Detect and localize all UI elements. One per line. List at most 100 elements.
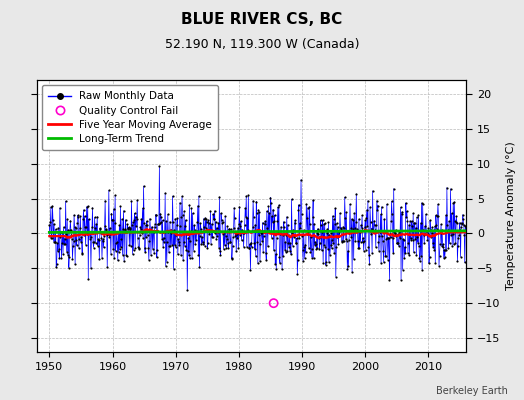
Point xyxy=(432,212,440,219)
Point xyxy=(178,212,187,219)
Point xyxy=(407,237,415,243)
Point xyxy=(122,217,130,223)
Point xyxy=(351,238,359,244)
Point xyxy=(154,221,162,228)
Point xyxy=(235,204,244,210)
Point xyxy=(254,207,263,213)
Point xyxy=(303,230,312,237)
Point xyxy=(246,241,254,247)
Point xyxy=(293,270,301,277)
Point xyxy=(166,218,174,225)
Point xyxy=(147,252,155,258)
Point xyxy=(388,210,396,217)
Point xyxy=(199,239,207,245)
Point xyxy=(420,240,429,246)
Point xyxy=(250,240,258,247)
Point xyxy=(290,220,299,226)
Point xyxy=(170,227,178,233)
Point xyxy=(123,253,131,260)
Point xyxy=(383,201,391,208)
Point xyxy=(62,230,70,237)
Point xyxy=(316,240,324,247)
Point xyxy=(135,246,143,252)
Point xyxy=(397,276,405,283)
Point xyxy=(238,226,246,233)
Point xyxy=(395,228,403,235)
Point xyxy=(377,204,386,210)
Point xyxy=(264,203,272,210)
Point xyxy=(83,231,91,237)
Point xyxy=(63,216,71,222)
Point xyxy=(263,224,271,231)
Point xyxy=(274,204,282,210)
Point xyxy=(118,252,127,258)
Point xyxy=(54,246,63,252)
Point xyxy=(191,241,199,247)
Point xyxy=(241,205,249,211)
Point xyxy=(50,221,58,227)
Point xyxy=(384,234,392,241)
Point xyxy=(318,228,326,235)
Point xyxy=(93,228,101,235)
Point xyxy=(378,238,387,244)
Point xyxy=(268,213,276,220)
Point xyxy=(273,218,281,224)
Point xyxy=(156,220,164,227)
Point xyxy=(102,227,110,234)
Point xyxy=(133,197,141,204)
Point xyxy=(110,255,118,261)
Point xyxy=(106,225,114,231)
Point xyxy=(232,248,241,254)
Point xyxy=(278,266,286,273)
Point xyxy=(51,238,59,245)
Point xyxy=(56,234,64,240)
Point xyxy=(309,197,318,203)
Point xyxy=(250,246,259,252)
Point xyxy=(307,234,315,240)
Point xyxy=(124,226,133,232)
Point xyxy=(373,207,381,213)
Point xyxy=(240,230,248,236)
Point xyxy=(157,214,165,220)
Point xyxy=(194,252,203,258)
Point xyxy=(112,248,120,254)
Point xyxy=(382,236,390,242)
Point xyxy=(457,220,466,226)
Point xyxy=(99,238,107,244)
Point xyxy=(57,255,66,262)
Point xyxy=(136,224,145,231)
Point xyxy=(181,217,190,223)
Point xyxy=(211,208,219,214)
Point xyxy=(155,163,163,170)
Point xyxy=(266,229,274,236)
Point xyxy=(325,231,334,238)
Point xyxy=(310,220,319,227)
Point xyxy=(236,232,244,238)
Point xyxy=(304,229,313,235)
Point xyxy=(311,239,320,245)
Point xyxy=(198,241,206,248)
Point xyxy=(386,231,394,238)
Point xyxy=(321,220,329,227)
Point xyxy=(239,244,248,250)
Point xyxy=(292,240,300,247)
Point xyxy=(384,256,392,263)
Point xyxy=(164,229,172,236)
Point xyxy=(409,236,417,243)
Point xyxy=(405,252,413,258)
Point xyxy=(341,215,350,222)
Point xyxy=(375,232,384,239)
Point xyxy=(370,222,379,228)
Point xyxy=(102,226,111,232)
Point xyxy=(88,234,96,240)
Point xyxy=(265,210,274,216)
Point xyxy=(321,244,330,250)
Point xyxy=(107,251,115,257)
Point xyxy=(231,215,239,222)
Point xyxy=(460,222,468,229)
Point xyxy=(183,248,192,254)
Point xyxy=(404,239,412,246)
Point xyxy=(428,230,436,236)
Point xyxy=(258,238,266,244)
Point xyxy=(313,245,322,251)
